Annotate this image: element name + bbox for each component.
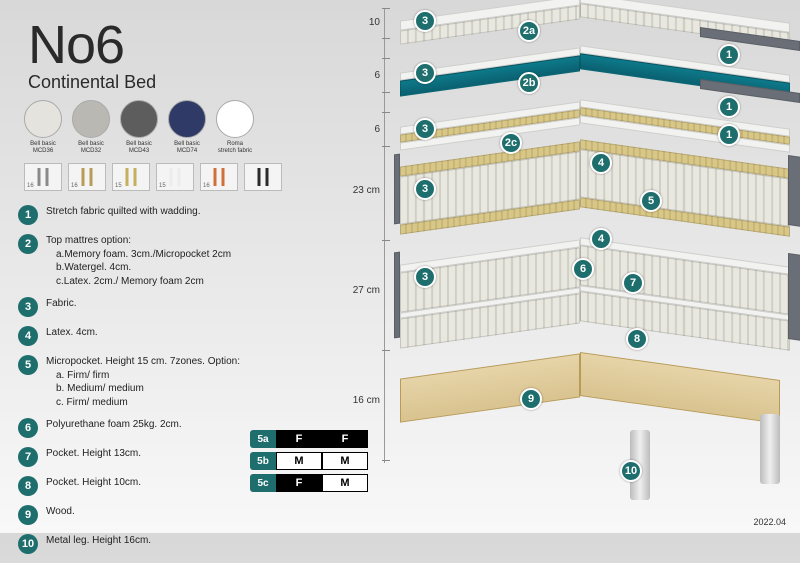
spec-number-badge: 5 <box>18 355 38 375</box>
product-title: No6 <box>28 14 156 76</box>
callout-bubble: 3 <box>414 10 436 32</box>
callout-bubble: 7 <box>622 272 644 294</box>
callout-bubble: 10 <box>620 460 642 482</box>
fabric-swatch: Bell basicMCD36 <box>24 100 62 155</box>
height-label: 16 cm <box>350 395 380 406</box>
callout-bubble: 8 <box>626 328 648 350</box>
fabric-swatch: Bell basicMCD32 <box>72 100 110 155</box>
spec-item: 5Micropocket. Height 15 cm. 7zones. Opti… <box>18 355 328 409</box>
spec-item: 1Stretch fabric quilted with wadding. <box>18 205 328 225</box>
callout-bubble: 1 <box>718 96 740 118</box>
leg-swatch: 16 <box>68 163 106 191</box>
leg-swatch: 16 <box>200 163 238 191</box>
callout-bubble: 9 <box>520 388 542 410</box>
fabric-swatch: Bell basicMCD74 <box>168 100 206 155</box>
callout-bubble: 4 <box>590 228 612 250</box>
callout-bubble: 4 <box>590 152 612 174</box>
spec-list: 1Stretch fabric quilted with wadding. 2To… <box>18 205 328 563</box>
product-subtitle: Continental Bed <box>28 72 156 93</box>
spec-item: 4Latex. 4cm. <box>18 326 328 346</box>
leg-swatch <box>244 163 282 191</box>
spec-item: 9Wood. <box>18 505 328 525</box>
height-label: 23 cm <box>350 185 380 196</box>
callout-bubble: 3 <box>414 62 436 84</box>
spec-number-badge: 9 <box>18 505 38 525</box>
callout-bubble: 3 <box>414 178 436 200</box>
leg-swatch: 16 <box>24 163 62 191</box>
spec-item: 2Top mattres option:a.Memory foam. 3cm./… <box>18 234 328 288</box>
spec-number-badge: 6 <box>18 418 38 438</box>
spec-item: 10Metal leg. Height 16cm. <box>18 534 328 554</box>
guide-line <box>384 8 385 463</box>
leg-swatch-row: 1616151516 <box>24 163 282 191</box>
callout-bubble: 3 <box>414 266 436 288</box>
callout-bubble: 2a <box>518 20 540 42</box>
height-label: 6 <box>350 124 380 135</box>
spec-number-badge: 2 <box>18 234 38 254</box>
spec-item: 3Fabric. <box>18 297 328 317</box>
exploded-diagram: 10 6 6 23 cm 27 cm 16 cm <box>350 0 800 533</box>
height-label: 27 cm <box>350 285 380 296</box>
spec-number-badge: 10 <box>18 534 38 554</box>
spec-number-badge: 7 <box>18 447 38 467</box>
fabric-swatch: Romastretch fabric <box>216 100 254 155</box>
leg-swatch: 15 <box>112 163 150 191</box>
spec-number-badge: 3 <box>18 297 38 317</box>
callout-bubble: 1 <box>718 44 740 66</box>
height-label: 10 <box>350 17 380 28</box>
callout-bubble: 6 <box>572 258 594 280</box>
spec-number-badge: 8 <box>18 476 38 496</box>
callout-bubble: 2b <box>518 72 540 94</box>
layer-base <box>400 248 800 358</box>
metal-leg <box>760 414 780 484</box>
spec-number-badge: 4 <box>18 326 38 346</box>
layer-frame <box>400 360 800 500</box>
callout-bubble: 2c <box>500 132 522 154</box>
layer-topper-2b <box>400 54 800 98</box>
leg-swatch: 15 <box>156 163 194 191</box>
height-label: 6 <box>350 70 380 81</box>
header: No6 Continental Bed <box>28 14 156 93</box>
spec-number-badge: 1 <box>18 205 38 225</box>
callout-bubble: 3 <box>414 118 436 140</box>
fabric-swatch-row: Bell basicMCD36 Bell basicMCD32 Bell basic… <box>24 100 254 155</box>
fabric-swatch: Bell basicMCD43 <box>120 100 158 155</box>
callout-bubble: 5 <box>640 190 662 212</box>
callout-bubble: 1 <box>718 124 740 146</box>
layer-topper-2a <box>400 0 800 44</box>
